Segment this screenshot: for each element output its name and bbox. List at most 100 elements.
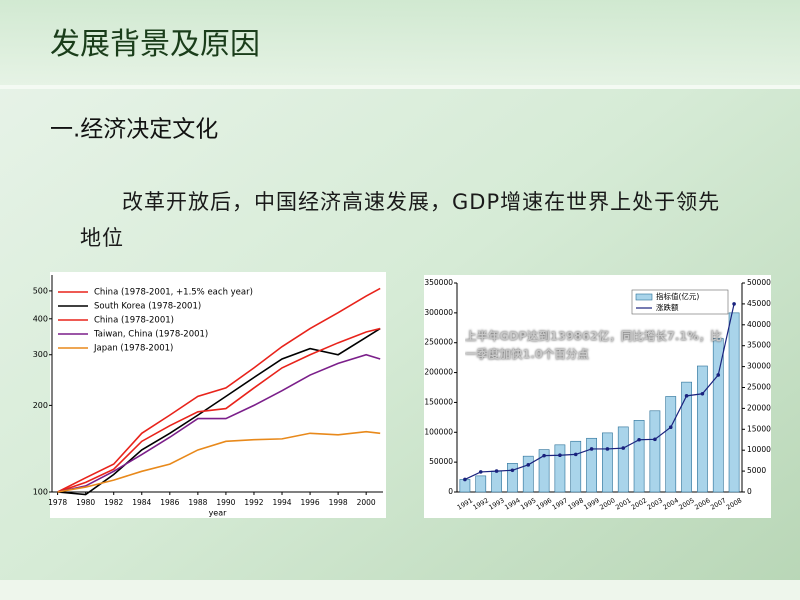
y-tick-label: 500 — [33, 286, 48, 295]
bar — [554, 444, 566, 493]
y-tick-label: 100 — [33, 488, 48, 497]
line-point — [605, 447, 610, 451]
y2-tick-label: 5000 — [747, 466, 766, 475]
line-point — [653, 437, 657, 442]
y2-tick-label: 50000 — [747, 278, 771, 287]
chart: 100 200 300 400 500 1978 1980 1982 1984 1986 1988 1… — [33, 275, 383, 518]
line-point — [637, 437, 641, 442]
legend-label: Japan (1978-2001) — [93, 344, 173, 354]
series-line — [57, 430, 381, 493]
divider — [0, 85, 800, 89]
legend-label: 涨跌额 — [656, 302, 679, 312]
bar — [586, 437, 597, 493]
x-tick-label: 1998 — [329, 498, 348, 507]
y-tick-label: 100000 — [424, 427, 453, 436]
y2-tick-label: 15000 — [747, 424, 771, 433]
bar — [617, 426, 629, 493]
chart-panel — [50, 272, 386, 518]
line-point — [510, 468, 515, 473]
line-point — [684, 394, 689, 398]
bar — [522, 455, 534, 493]
legend-swatch — [635, 293, 653, 301]
legend-label: China (1978-2001, +1.5% each year) — [94, 288, 253, 298]
bar — [570, 440, 582, 493]
bar — [602, 432, 613, 493]
line-point — [700, 391, 705, 396]
bar — [538, 449, 550, 493]
line-point — [478, 470, 483, 474]
x-tick-label: 1990 — [216, 498, 235, 507]
bar — [697, 365, 708, 493]
line-point — [621, 446, 626, 450]
legend-box — [631, 289, 729, 315]
series-line — [57, 327, 381, 496]
y2-tick-label: 35000 — [747, 341, 771, 350]
series-line — [464, 303, 735, 481]
bar — [712, 338, 724, 493]
annotation-box: 上半年GDP达到139862亿，同比增长7.1%，比一季度加快1.0个百分点 — [465, 329, 722, 361]
legend-label: South Korea (1978-2001) — [94, 302, 201, 312]
heading: 一.经济决定文化 — [50, 117, 218, 143]
x-tick-label: 2000 — [357, 498, 376, 507]
y2-tick-label: 25000 — [747, 383, 771, 392]
line-point — [573, 452, 578, 457]
legend-label: China (1978-2001) — [94, 316, 174, 326]
x-tick-label: 1980 — [76, 498, 95, 507]
y-tick-label: 200 — [33, 401, 48, 410]
title-band — [0, 0, 800, 85]
y-tick-label: 350000 — [424, 278, 453, 287]
y2-tick-label: 30000 — [747, 362, 771, 371]
y2-tick-label: 20000 — [747, 403, 771, 412]
annotation: 上半年GDP达到139862亿，同比增长7.1%，比一季度加快1.0个百分点 — [465, 329, 722, 361]
bar — [633, 420, 645, 493]
bar — [459, 479, 471, 493]
x-tick-label: 1992 — [244, 498, 263, 507]
x-tick-label: 1996 — [301, 498, 320, 507]
legend-label: Taiwan, China (1978-2001) — [93, 330, 208, 340]
y2-tick-label: 40000 — [747, 320, 771, 329]
y2-tick-label: 10000 — [747, 445, 771, 454]
x-tick-label: 1994 — [272, 498, 291, 507]
footer-band — [0, 580, 800, 600]
y2-tick-label: 45000 — [747, 299, 771, 308]
x-tick-label: 1984 — [132, 498, 151, 507]
line-point — [526, 463, 531, 467]
y-tick-label: 0 — [448, 487, 453, 496]
bar — [475, 475, 487, 493]
x-tick-label: 1978 — [48, 498, 67, 507]
y2-tick-label: 0 — [747, 487, 752, 496]
bar — [728, 312, 740, 493]
slide-title: 发展背景及原因 — [50, 27, 260, 62]
bar — [491, 470, 502, 493]
line-point — [542, 453, 546, 458]
y-tick-label: 300 — [33, 350, 48, 359]
bar — [665, 396, 677, 493]
x-tick-label: 1986 — [160, 498, 179, 507]
body-text: 改革开放后，中国经济高速发展，GDP增速在世界上处于领先地位 — [80, 190, 721, 250]
x-tick-label: 1988 — [188, 498, 207, 507]
line-point — [668, 425, 673, 430]
series-line — [57, 287, 381, 493]
y-tick-label: 300000 — [424, 308, 453, 317]
bar — [649, 410, 661, 493]
x-axis-label: year — [209, 509, 228, 518]
x-tick-label: 1982 — [104, 498, 123, 507]
bar — [681, 381, 692, 493]
line-point — [716, 373, 721, 377]
series-line — [57, 327, 381, 493]
y-tick-label: 250000 — [424, 338, 453, 347]
line-point — [732, 302, 736, 306]
y-tick-label: 50000 — [429, 457, 453, 466]
bar — [507, 463, 518, 493]
line-point — [589, 447, 594, 451]
y-tick-label: 200000 — [424, 368, 453, 377]
legend-label: 指标值(亿元) — [656, 291, 699, 301]
line-point — [494, 469, 499, 473]
y-tick-label: 150000 — [424, 397, 453, 406]
series-line — [57, 353, 381, 493]
line-point — [463, 477, 467, 482]
line-point — [558, 453, 562, 458]
y-tick-label: 400 — [33, 314, 48, 323]
